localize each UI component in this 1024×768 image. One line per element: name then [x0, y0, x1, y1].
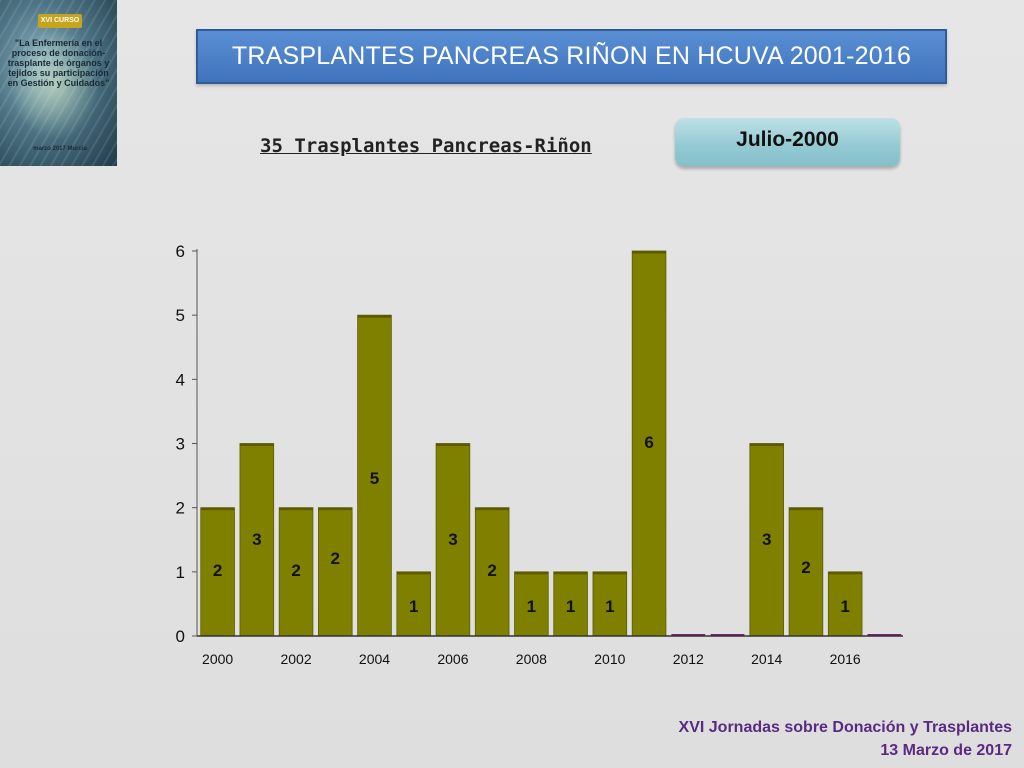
x-tick-label: 2008: [516, 651, 547, 667]
bar-top-edge: [436, 443, 470, 446]
bar-top-edge: [396, 571, 431, 575]
x-tick-label: 2004: [359, 651, 390, 667]
bar: [553, 571, 588, 637]
bar: [749, 443, 784, 637]
bar-zero: [671, 634, 706, 636]
cover-badge: XVI CURSO: [38, 14, 82, 28]
bar: [827, 571, 863, 637]
bar-top-edge: [200, 507, 235, 511]
y-tick-label: 0: [176, 627, 185, 646]
bar-top-edge: [553, 571, 588, 575]
footer-date: 13 Marzo de 2017: [880, 742, 1012, 759]
x-tick-label: 2014: [751, 651, 782, 667]
bar-top-edge: [318, 507, 353, 511]
y-tick-label: 4: [176, 370, 185, 389]
y-tick-label: 1: [176, 563, 185, 582]
bar-top-edge: [357, 315, 392, 318]
data-label: 2: [331, 549, 340, 568]
data-label: 1: [605, 597, 614, 616]
data-label: 1: [527, 597, 536, 616]
bar-top-edge: [475, 507, 510, 511]
bar-top-edge: [789, 507, 823, 511]
bar: [357, 314, 392, 637]
x-tick-label: 2006: [437, 651, 468, 667]
data-label: 3: [252, 530, 261, 549]
y-tick-label: 2: [176, 499, 185, 518]
bar-top-edge: [279, 507, 313, 511]
cover-glow: [10, 30, 100, 140]
date-button[interactable]: Julio-2000: [675, 118, 900, 166]
bar: [278, 507, 314, 637]
bar: [474, 507, 510, 637]
bar-zero: [867, 634, 902, 636]
data-label: 2: [801, 558, 810, 577]
data-label: 2: [213, 561, 222, 580]
bar-top-edge: [514, 571, 549, 575]
data-label: 6: [644, 433, 653, 452]
x-tick-label: 2000: [202, 651, 233, 667]
cover-date: marzo 2017 Murcia: [33, 146, 87, 152]
cover-text: "La Enfermería en el proceso de donación…: [7, 38, 110, 88]
x-tick-label: 2002: [280, 651, 311, 667]
bar-top-edge: [828, 571, 863, 575]
bar-top-edge: [749, 443, 784, 446]
x-tick-label: 2012: [673, 651, 704, 667]
bar: [239, 443, 275, 637]
bar: [318, 507, 353, 637]
data-label: 5: [370, 469, 379, 488]
bar: [514, 571, 549, 637]
y-tick-label: 6: [176, 242, 185, 261]
y-tick-label: 5: [176, 306, 185, 325]
data-label: 2: [291, 561, 300, 580]
x-tick-label: 2010: [594, 651, 625, 667]
bar-top-edge: [239, 443, 274, 446]
bar-top-edge: [632, 251, 666, 254]
data-label: 1: [566, 597, 575, 616]
bar: [631, 250, 667, 637]
bar: [592, 571, 628, 637]
footer-event-name: XVI Jornadas sobre Donación y Trasplante…: [678, 719, 1012, 736]
data-label: 3: [448, 530, 457, 549]
course-cover-image: XVI CURSO "La Enfermería en el proceso d…: [0, 0, 117, 166]
bar: [788, 507, 824, 637]
y-tick-label: 3: [176, 435, 185, 454]
bar-zero: [710, 634, 745, 636]
slide-title: TRASPLANTES PANCREAS RIÑON EN HCUVA 2001…: [196, 29, 947, 84]
chart-title: 35 Trasplantes Pancreas-Riñon: [260, 135, 592, 157]
data-label: 3: [762, 530, 771, 549]
data-label: 2: [487, 561, 496, 580]
x-tick-label: 2016: [830, 651, 861, 667]
footer: XVI Jornadas sobre Donación y Trasplante…: [679, 716, 1012, 762]
data-label: 1: [409, 597, 418, 616]
data-label: 1: [840, 597, 849, 616]
bar-top-edge: [592, 571, 627, 575]
